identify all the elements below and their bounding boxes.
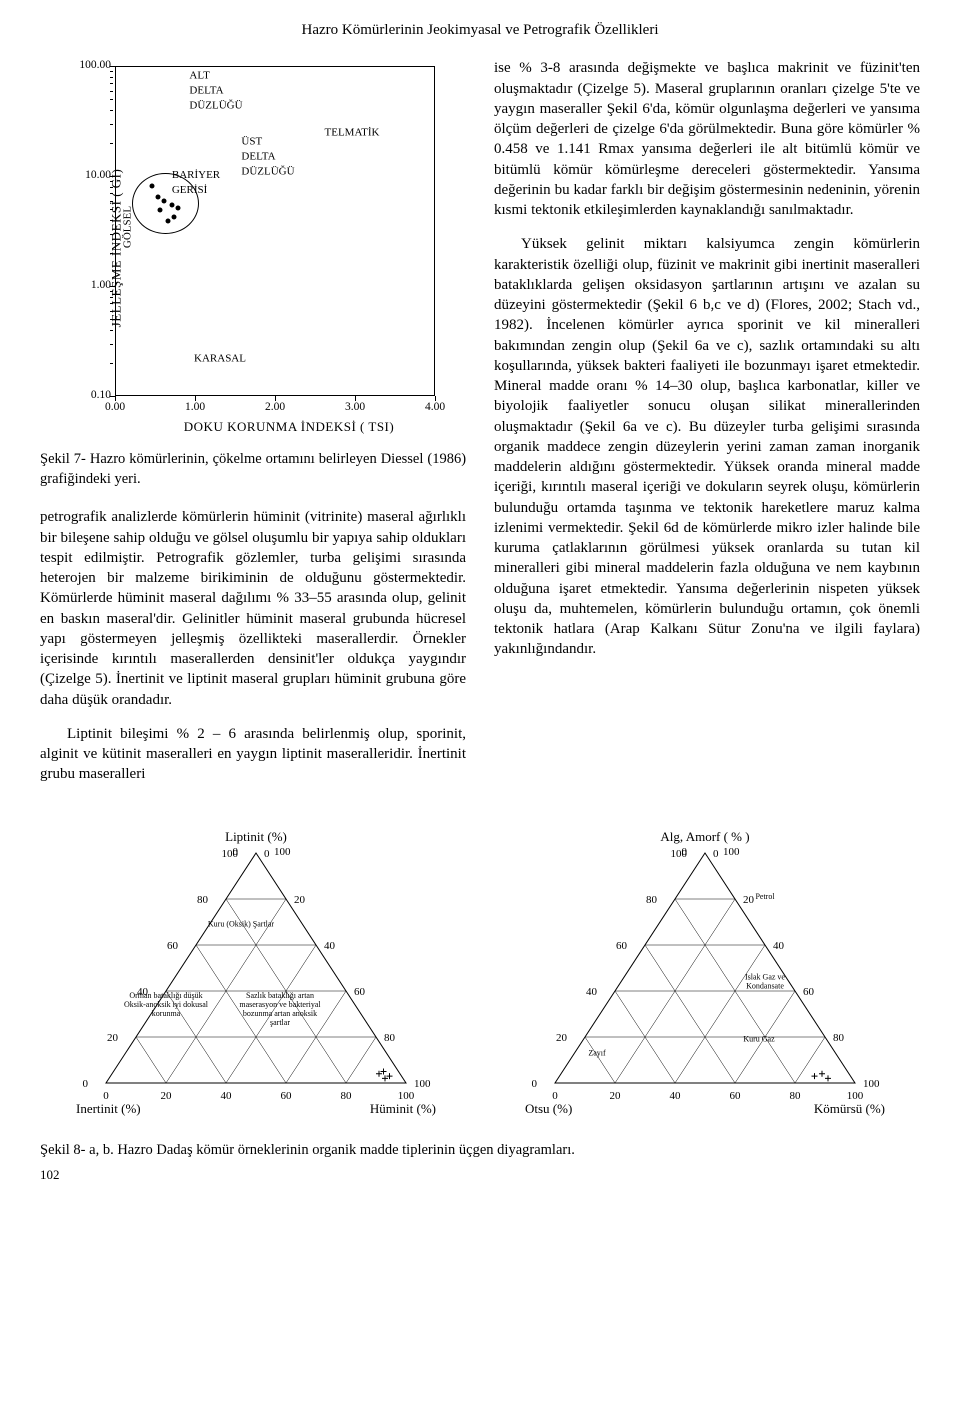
fig7-xtick: 4.00 bbox=[425, 400, 445, 416]
ternary-left-label: Otsu (%) bbox=[525, 1101, 572, 1116]
ternary-tick: 80 bbox=[833, 1032, 845, 1044]
ternary-tick: 20 bbox=[160, 1090, 172, 1102]
svg-text:100: 100 bbox=[274, 846, 291, 858]
ternary-tick: 20 bbox=[743, 894, 755, 906]
ternary-right-label: Kömürsü (%) bbox=[813, 1101, 884, 1116]
fig8-caption: Şekil 8- a, b. Hazro Dadaş kömür örnekle… bbox=[40, 1141, 920, 1161]
ternary-point bbox=[819, 1070, 825, 1076]
right-column: ise % 3-8 arasında değişmekte ve başlıca… bbox=[494, 58, 920, 798]
fig7-ytick: 1.00 bbox=[91, 278, 111, 294]
fig7-region-label: ÜST DELTA DÜZLÜĞÜ bbox=[241, 135, 294, 180]
fig7-caption-body: Hazro kömürlerinin, çökelme ortamını bel… bbox=[40, 451, 466, 487]
ternary-region-label: Kondansate bbox=[746, 981, 784, 990]
fig7-region-label: KARASAL bbox=[194, 351, 246, 366]
ternary-left-label: Inertinit (%) bbox=[76, 1101, 141, 1116]
ternary-tick: 80 bbox=[646, 894, 658, 906]
fig7-plot-area: GÖLSEL BARİYER GERİSİ ALT DELTA DÜZLÜĞÜ ÜST… bbox=[115, 66, 435, 396]
fig7-xlabel: DOKU KORUNMA İNDEKSİ ( TSI) bbox=[115, 418, 463, 436]
left-column: JELLEŞME İNDEKSİ ( GI) DOKU KORUNMA İNDE… bbox=[40, 58, 466, 798]
page-title: Hazro Kömürlerinin Jeokimyasal ve Petrog… bbox=[40, 20, 920, 40]
right-para-2: Yüksek gelinit miktarı kalsiyumca zengin… bbox=[494, 234, 920, 659]
ternary-tick: 20 bbox=[294, 894, 306, 906]
fig7-xtick: 3.00 bbox=[345, 400, 365, 416]
ternary-region-label: Oksik-anoksik iyi dokusal bbox=[124, 1000, 209, 1009]
fig8-ternary-row: 100 0 0 80 20 20 60 40 40 40 60 60 20 80 80 0 100 100 Lipt… bbox=[40, 823, 920, 1123]
ternary-region-label: Orman bataklığı düşük bbox=[129, 991, 202, 1000]
fig8-ternary-right: 100008020206040404060602080800100100Alg,… bbox=[489, 823, 920, 1123]
ternary-tick: 60 bbox=[616, 940, 628, 952]
ternary-tick: 60 bbox=[280, 1090, 292, 1102]
ternary-region-label: Kuru (Oksik) Şartlar bbox=[207, 919, 274, 928]
ternary-region-label: Zayıf bbox=[588, 1048, 606, 1057]
svg-text:100: 100 bbox=[723, 846, 740, 858]
ternary-region-label: şartlar bbox=[270, 1018, 290, 1027]
fig7-caption-num: Şekil 7- bbox=[40, 451, 86, 467]
ternary-tick: 20 bbox=[556, 1032, 568, 1044]
fig8-ternary-left: 100008020206040404060602080800100100Lipt… bbox=[40, 823, 471, 1123]
svg-text:0: 0 bbox=[681, 846, 687, 858]
ternary-tick: 80 bbox=[340, 1090, 352, 1102]
ternary-region-label: korunma bbox=[151, 1009, 180, 1018]
ternary-tick: 40 bbox=[324, 940, 336, 952]
fig7-region-label: TELMATİK bbox=[325, 126, 380, 141]
ternary-tick: 100 bbox=[414, 1078, 431, 1090]
ternary-tick: 20 bbox=[107, 1032, 119, 1044]
ternary-tick: 40 bbox=[669, 1090, 681, 1102]
fig7-caption: Şekil 7- Hazro kömürlerinin, çökelme ort… bbox=[40, 450, 466, 489]
ternary-region-label: bozunma artan anoksik bbox=[242, 1009, 316, 1018]
ternary-tick: 100 bbox=[863, 1078, 880, 1090]
ternary-point bbox=[825, 1075, 831, 1081]
left-para-1: petrografik analizlerde kömürlerin hümin… bbox=[40, 507, 466, 710]
fig7-region-label: GÖLSEL bbox=[121, 206, 136, 248]
ternary-tick: 60 bbox=[729, 1090, 741, 1102]
ternary-region-label: Sazlık bataklığı artan bbox=[246, 991, 314, 1000]
ternary-tick: 0 bbox=[531, 1078, 537, 1090]
page-number: 102 bbox=[40, 1166, 920, 1184]
fig8-caption-body: a, b. Hazro Dadaş kömür örneklerinin org… bbox=[89, 1142, 575, 1158]
ternary-tick: 80 bbox=[384, 1032, 396, 1044]
ternary-tick: 0 bbox=[82, 1078, 88, 1090]
ternary-region-label: Islak Gaz ve bbox=[745, 972, 785, 981]
ternary-right-label: Hüminit (%) bbox=[369, 1101, 435, 1116]
ternary-tick: 0 bbox=[264, 848, 270, 860]
fig7-xtick: 2.00 bbox=[265, 400, 285, 416]
ternary-tick: 80 bbox=[789, 1090, 801, 1102]
ternary-tick: 20 bbox=[609, 1090, 621, 1102]
fig7-ytick: 10.00 bbox=[85, 168, 111, 184]
fig7-region-label: ALT DELTA DÜZLÜĞÜ bbox=[189, 69, 242, 114]
ternary-tick: 0 bbox=[713, 848, 719, 860]
ternary-tick: 40 bbox=[586, 986, 598, 998]
ternary-outline bbox=[106, 853, 406, 1083]
ternary-tick: 40 bbox=[220, 1090, 232, 1102]
ternary-top-label: Liptinit (%) bbox=[225, 829, 287, 844]
ternary-tick: 80 bbox=[197, 894, 209, 906]
fig7-chart: JELLEŞME İNDEKSİ ( GI) DOKU KORUNMA İNDE… bbox=[43, 58, 463, 438]
svg-text:0: 0 bbox=[232, 846, 238, 858]
ternary-top-label: Alg, Amorf ( % ) bbox=[660, 829, 749, 844]
ternary-region-label: Kuru Gaz bbox=[743, 1034, 775, 1043]
right-para-1: ise % 3-8 arasında değişmekte ve başlıca… bbox=[494, 58, 920, 220]
ternary-point bbox=[811, 1073, 817, 1079]
fig7-xtick: 1.00 bbox=[185, 400, 205, 416]
left-para-2: Liptinit bileşimi % 2 – 6 arasında belir… bbox=[40, 724, 466, 785]
ternary-tick: 60 bbox=[354, 986, 366, 998]
ternary-region-label: Petrol bbox=[755, 892, 775, 901]
fig8-caption-num: Şekil 8- bbox=[40, 1142, 86, 1158]
fig7-xtick: 0.00 bbox=[105, 400, 125, 416]
ternary-region-label: maserasyon ve bakteriyal bbox=[239, 1000, 321, 1009]
ternary-tick: 60 bbox=[167, 940, 179, 952]
two-column-layout: JELLEŞME İNDEKSİ ( GI) DOKU KORUNMA İNDE… bbox=[40, 58, 920, 798]
fig7-region-label: BARİYER GERİSİ bbox=[172, 168, 220, 198]
fig7-ytick: 100.00 bbox=[79, 58, 111, 74]
ternary-tick: 60 bbox=[803, 986, 815, 998]
ternary-tick: 40 bbox=[773, 940, 785, 952]
